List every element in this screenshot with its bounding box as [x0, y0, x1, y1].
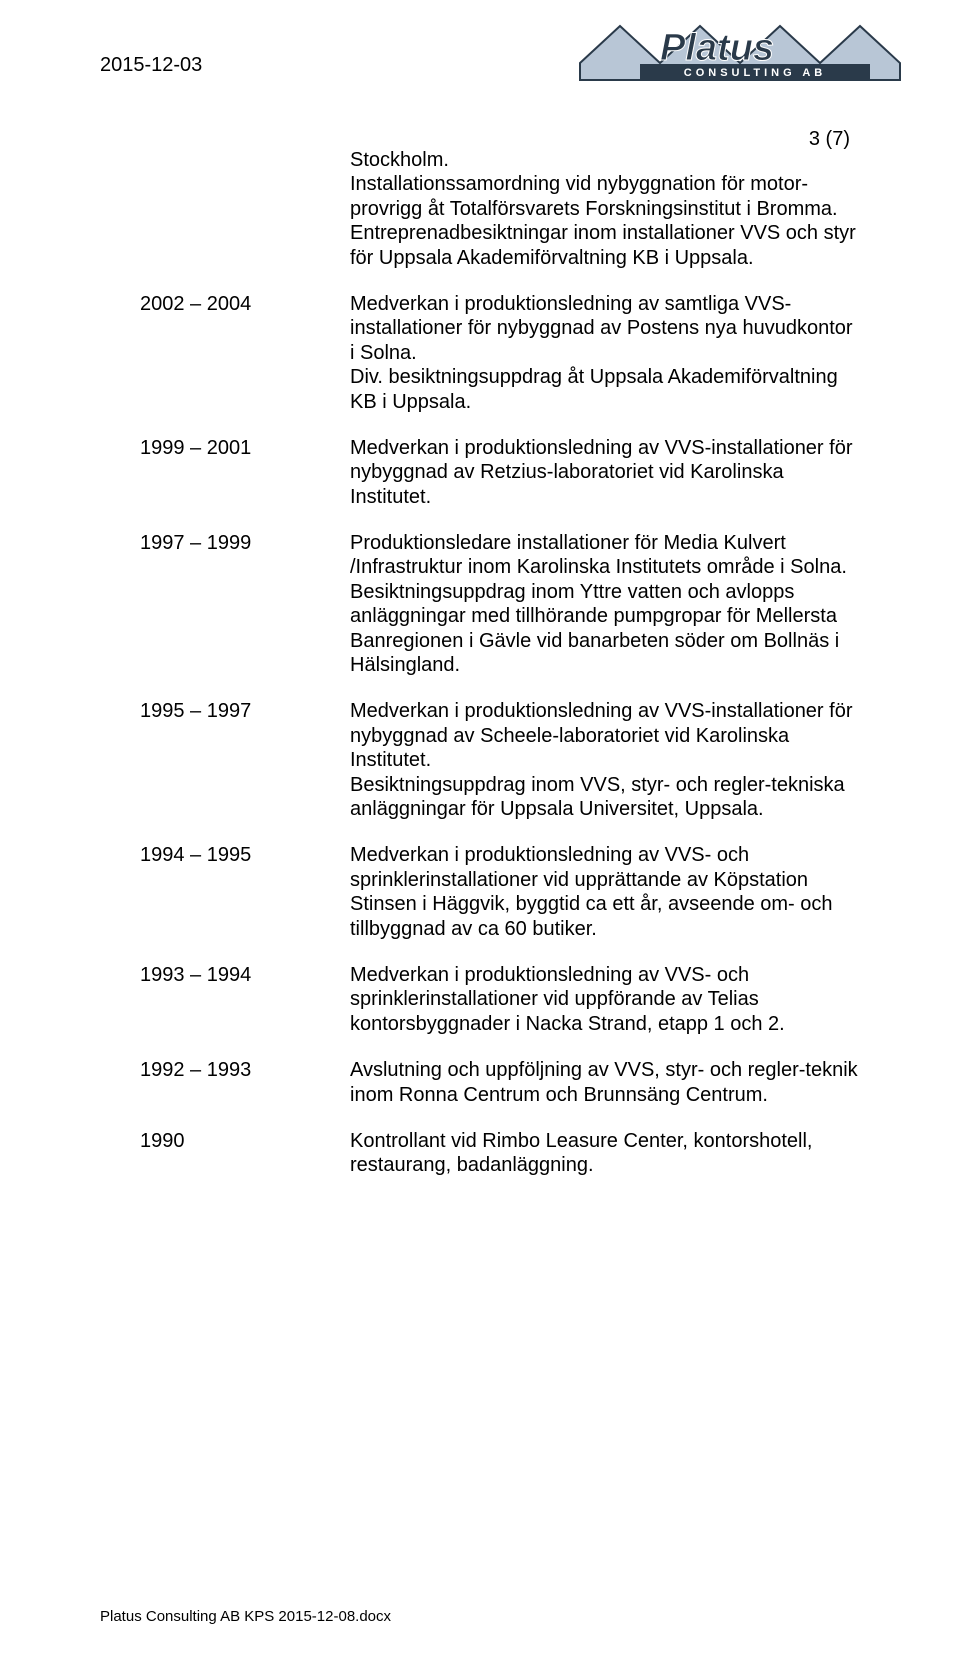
entry-text: Medverkan i produktionsledning av VVS-in…: [350, 699, 862, 821]
cv-entry: 1993 – 1994 Medverkan i produktionsledni…: [140, 963, 862, 1036]
document-footer: Platus Consulting AB KPS 2015-12-08.docx: [100, 1608, 391, 1625]
entry-year: 1995 – 1997: [140, 699, 350, 821]
entry-text: Medverkan i produktionsledning av VVS-in…: [350, 436, 862, 509]
cv-entry: 1995 – 1997 Medverkan i produktionsledni…: [140, 699, 862, 821]
entry-text: Medverkan i produktionsledning av VVS- o…: [350, 963, 862, 1036]
entry-text: Medverkan i produktionsledning av VVS- o…: [350, 843, 862, 941]
entry-year: 1993 – 1994: [140, 963, 350, 1036]
cv-entry: 1992 – 1993 Avslutning och uppföljning a…: [140, 1058, 862, 1107]
company-logo: Platus CONSULTING AB: [570, 8, 910, 98]
entry-year: 1999 – 2001: [140, 436, 350, 509]
entry-text: Medverkan i produktionsledning av samtli…: [350, 292, 862, 414]
cv-entry: 2002 – 2004 Medverkan i produktionsledni…: [140, 292, 862, 414]
entry-year: 2002 – 2004: [140, 292, 350, 414]
cv-entry: 1999 – 2001 Medverkan i produktionsledni…: [140, 436, 862, 509]
svg-text:CONSULTING AB: CONSULTING AB: [684, 67, 826, 79]
cv-entry: 1997 – 1999 Produktionsledare installati…: [140, 531, 862, 677]
document-body: Stockholm.Installationssamordning vid ny…: [140, 148, 862, 1200]
entry-year: 1994 – 1995: [140, 843, 350, 941]
document-date: 2015-12-03: [100, 54, 202, 77]
svg-text:Platus: Platus: [660, 27, 774, 69]
intro-year-empty: [140, 148, 350, 270]
entry-year: 1990: [140, 1129, 350, 1178]
entry-text: Avslutning och uppföljning av VVS, styr-…: [350, 1058, 862, 1107]
entry-year: 1997 – 1999: [140, 531, 350, 677]
cv-entry: 1990 Kontrollant vid Rimbo Leasure Cente…: [140, 1129, 862, 1178]
entry-text: Kontrollant vid Rimbo Leasure Center, ko…: [350, 1129, 862, 1178]
cv-entry: 1994 – 1995 Medverkan i produktionsledni…: [140, 843, 862, 941]
entry-text: Produktionsledare installationer för Med…: [350, 531, 862, 677]
entry-year: 1992 – 1993: [140, 1058, 350, 1107]
intro-block: Stockholm.Installationssamordning vid ny…: [140, 148, 862, 270]
intro-text: Stockholm.Installationssamordning vid ny…: [350, 148, 862, 270]
